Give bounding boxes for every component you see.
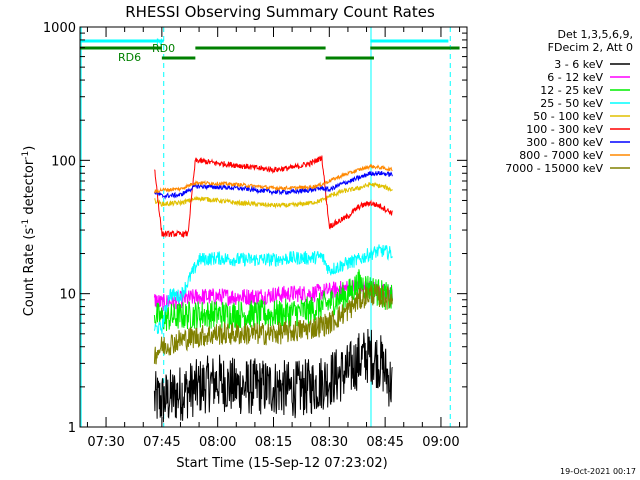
x-tick-label-0: 07:30 bbox=[87, 435, 124, 450]
y-axis-label: Count Rate (s-1 detector-1) bbox=[21, 146, 37, 317]
timestamp: 19-Oct-2021 00:17 bbox=[560, 467, 636, 476]
series-line-5 bbox=[154, 155, 393, 239]
x-tick-label-2: 08:00 bbox=[199, 435, 236, 450]
x-axis-label: Start Time (15-Sep-12 07:23:02) bbox=[176, 456, 387, 471]
legend-label-2: 12 - 25 keV bbox=[540, 84, 603, 97]
legend-label-4: 50 - 100 keV bbox=[533, 110, 603, 123]
legend-label-6: 300 - 800 keV bbox=[526, 136, 603, 149]
x-tick-label-1: 07:45 bbox=[143, 435, 180, 450]
series-line-8 bbox=[153, 284, 393, 365]
y-tick-label-3: 1000 bbox=[43, 21, 76, 36]
series-line-7 bbox=[153, 163, 393, 195]
legend-label-0: 3 - 6 keV bbox=[554, 58, 603, 71]
legend-label-3: 25 - 50 keV bbox=[540, 97, 603, 110]
series-line-1 bbox=[153, 278, 393, 312]
legend-header-line-2: FDecim 2, Att 0 bbox=[548, 41, 633, 54]
series-line-6 bbox=[153, 171, 393, 200]
flag-label-n: N bbox=[156, 38, 163, 48]
series-line-2 bbox=[153, 269, 393, 332]
legend-header-line-1: Det 1,3,5,6,9, bbox=[557, 28, 633, 41]
chart-title: RHESSI Observing Summary Count Rates bbox=[125, 3, 435, 21]
x-tick-label-5: 08:45 bbox=[366, 435, 403, 450]
series-line-4 bbox=[154, 181, 393, 209]
legend-label-7: 800 - 7000 keV bbox=[519, 149, 603, 162]
flag-label-rd0: RD0 bbox=[152, 42, 175, 55]
x-tick-label-6: 09:00 bbox=[422, 435, 459, 450]
series-line-0 bbox=[153, 328, 393, 423]
x-tick-label-4: 08:30 bbox=[311, 435, 348, 450]
series-line-3 bbox=[153, 244, 393, 335]
x-tick-label-3: 08:15 bbox=[255, 435, 292, 450]
y-tick-label-1: 10 bbox=[59, 288, 76, 303]
y-tick-label-0: 1 bbox=[68, 421, 76, 436]
flag-label-rd6: RD6 bbox=[118, 51, 141, 64]
y-tick-label-2: 100 bbox=[51, 154, 76, 169]
legend-label-5: 100 - 300 keV bbox=[526, 123, 603, 136]
legend-label-1: 6 - 12 keV bbox=[547, 71, 603, 84]
legend-label-8: 7000 - 15000 keV bbox=[505, 162, 603, 175]
